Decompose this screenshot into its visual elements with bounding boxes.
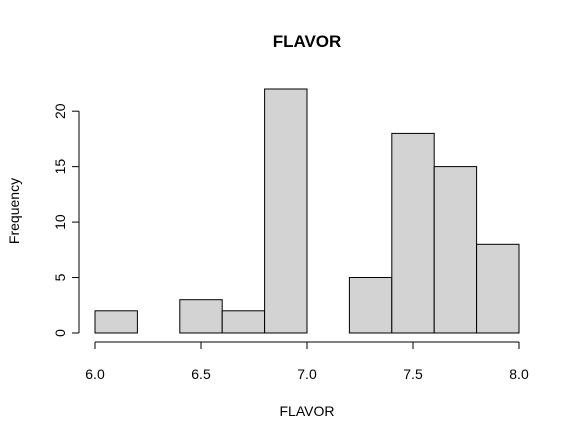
y-tick-label-1: 5 bbox=[52, 273, 68, 281]
x-axis-label: FLAVOR bbox=[280, 403, 335, 419]
histogram-bar-9 bbox=[476, 243, 520, 334]
x-tick-label-0: 6.0 bbox=[85, 366, 105, 382]
x-tick-label-2: 7.0 bbox=[297, 366, 317, 382]
x-tick-label-1: 6.5 bbox=[191, 366, 211, 382]
histogram-bar-4 bbox=[264, 88, 308, 334]
y-tick-label-3: 15 bbox=[52, 159, 68, 175]
chart-title: FLAVOR bbox=[273, 32, 342, 51]
histogram-bars bbox=[94, 88, 520, 334]
x-tick-label-3: 7.5 bbox=[403, 366, 423, 382]
histogram-bar-2 bbox=[179, 299, 223, 334]
y-tick-label-2: 10 bbox=[52, 214, 68, 230]
x-axis: 6.0 6.5 7.0 7.5 8.0 bbox=[85, 341, 529, 382]
histogram-bar-3 bbox=[221, 310, 266, 334]
histogram-bar-8 bbox=[433, 166, 478, 334]
histogram-bar-6 bbox=[348, 277, 393, 334]
y-tick-label-4: 20 bbox=[52, 103, 68, 119]
x-tick-label-4: 8.0 bbox=[509, 366, 529, 382]
y-axis-label: Frequency bbox=[6, 178, 22, 244]
histogram-bar-0 bbox=[94, 310, 138, 334]
y-axis: 0 5 10 15 20 bbox=[52, 103, 80, 337]
histogram-bar-7 bbox=[391, 132, 435, 334]
y-tick-label-0: 0 bbox=[52, 329, 68, 337]
